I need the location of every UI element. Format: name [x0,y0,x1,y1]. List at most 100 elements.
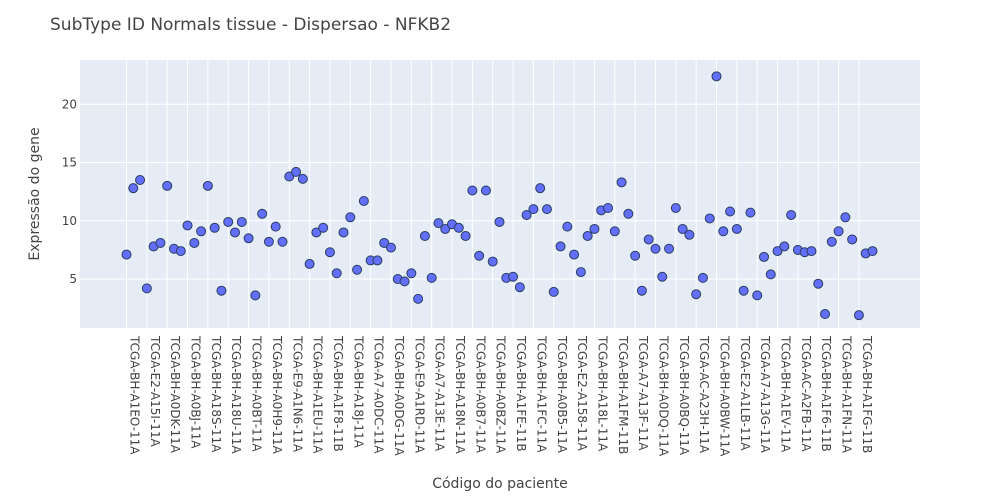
data-point[interactable] [725,206,736,217]
data-point[interactable] [765,269,776,280]
data-point[interactable] [548,286,559,297]
data-point[interactable] [175,246,186,257]
data-point[interactable] [291,166,302,177]
data-point[interactable] [331,268,342,279]
data-point[interactable] [528,204,539,215]
data-point[interactable] [697,272,708,283]
data-point[interactable] [243,233,254,244]
data-point[interactable] [738,285,749,296]
data-point[interactable] [216,285,227,296]
data-point[interactable] [399,276,410,287]
data-point[interactable] [352,264,363,275]
data-point[interactable] [284,171,295,182]
data-point[interactable] [508,271,519,282]
data-point[interactable] [840,212,851,223]
data-point[interactable] [582,230,593,241]
data-point[interactable] [514,282,525,293]
data-point[interactable] [603,202,614,213]
data-point[interactable] [806,246,817,257]
data-point[interactable] [480,185,491,196]
data-point[interactable] [623,208,634,219]
data-point[interactable] [189,237,200,248]
data-point[interactable] [494,216,505,227]
data-point[interactable] [223,216,234,227]
data-point[interactable] [562,221,573,232]
data-point[interactable] [867,246,878,257]
data-point[interactable] [664,243,675,254]
data-point[interactable] [141,283,152,294]
data-point[interactable] [691,289,702,300]
data-point[interactable] [752,290,763,301]
data-point[interactable] [657,271,668,282]
data-point[interactable] [711,71,722,82]
data-point[interactable] [419,230,430,241]
data-point[interactable] [650,243,661,254]
data-point[interactable] [813,278,824,289]
data-point[interactable] [209,222,220,233]
data-point[interactable] [460,230,471,241]
data-point[interactable] [162,180,173,191]
data-point[interactable] [440,223,451,234]
data-point[interactable] [257,208,268,219]
data-point[interactable] [555,241,566,252]
data-point[interactable] [345,212,356,223]
data-point[interactable] [277,236,288,247]
data-point[interactable] [358,195,369,206]
data-point[interactable] [575,267,586,278]
data-point[interactable] [684,229,695,240]
data-point[interactable] [718,226,729,237]
data-point[interactable] [643,234,654,245]
data-point[interactable] [128,183,139,194]
data-point[interactable] [569,249,580,260]
data-point[interactable] [745,207,756,218]
data-point[interactable] [338,227,349,238]
data-point[interactable] [487,256,498,267]
data-point[interactable] [779,241,790,252]
data-point[interactable] [135,175,146,186]
data-point[interactable] [270,221,281,232]
data-point[interactable] [121,249,132,260]
data-point[interactable] [467,185,478,196]
data-point[interactable] [636,285,647,296]
data-point[interactable] [385,242,396,253]
data-point[interactable] [616,177,627,188]
data-point[interactable] [589,223,600,234]
data-point[interactable] [609,226,620,237]
data-point[interactable] [311,227,322,238]
data-point[interactable] [758,251,769,262]
data-point[interactable] [372,255,383,266]
data-point[interactable] [406,268,417,279]
data-point[interactable] [379,237,390,248]
data-point[interactable] [670,202,681,213]
data-point[interactable] [433,218,444,229]
data-point[interactable] [413,293,424,304]
data-point[interactable] [847,234,858,245]
data-point[interactable] [630,250,641,261]
data-point[interactable] [324,247,335,258]
data-point[interactable] [535,183,546,194]
data-point[interactable] [786,209,797,220]
data-point[interactable] [182,220,193,231]
data-point[interactable] [820,309,831,320]
data-point[interactable] [236,216,247,227]
data-point[interactable] [155,237,166,248]
data-point[interactable] [426,272,437,283]
data-point[interactable] [202,180,213,191]
data-point[interactable] [731,223,742,234]
data-point[interactable] [541,204,552,215]
data-point[interactable] [704,213,715,224]
data-point[interactable] [196,226,207,237]
data-point[interactable] [230,227,241,238]
data-point[interactable] [521,209,532,220]
data-point[interactable] [250,290,261,301]
data-point[interactable] [453,222,464,233]
data-point[interactable] [263,236,274,247]
data-point[interactable] [304,258,315,269]
data-point[interactable] [853,310,864,321]
data-point[interactable] [772,246,783,257]
data-point[interactable] [318,222,329,233]
data-point[interactable] [474,250,485,261]
data-point[interactable] [297,173,308,184]
data-point[interactable] [826,236,837,247]
data-point[interactable] [677,223,688,234]
